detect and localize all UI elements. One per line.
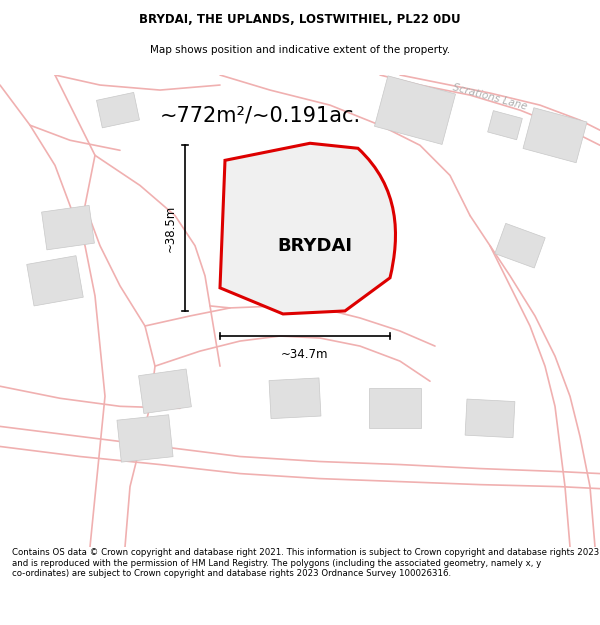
Text: Map shows position and indicative extent of the property.: Map shows position and indicative extent… <box>150 44 450 54</box>
Text: Contains OS data © Crown copyright and database right 2021. This information is : Contains OS data © Crown copyright and d… <box>12 548 599 578</box>
Text: BRYDAI: BRYDAI <box>277 237 353 254</box>
Polygon shape <box>41 206 94 250</box>
Polygon shape <box>117 415 173 462</box>
Text: Scrations Lane: Scrations Lane <box>452 82 529 112</box>
Text: BRYDAI, THE UPLANDS, LOSTWITHIEL, PL22 0DU: BRYDAI, THE UPLANDS, LOSTWITHIEL, PL22 0… <box>139 13 461 26</box>
Polygon shape <box>488 111 523 140</box>
Polygon shape <box>523 107 587 162</box>
Text: ~772m²/~0.191ac.: ~772m²/~0.191ac. <box>160 105 361 125</box>
Text: ~38.5m: ~38.5m <box>164 204 177 252</box>
Text: ~34.7m: ~34.7m <box>281 348 329 361</box>
Polygon shape <box>495 223 545 268</box>
Polygon shape <box>97 92 139 128</box>
Polygon shape <box>269 378 321 419</box>
Polygon shape <box>254 198 376 303</box>
PathPatch shape <box>220 143 395 314</box>
Polygon shape <box>465 399 515 437</box>
Polygon shape <box>139 369 191 414</box>
Polygon shape <box>27 256 83 306</box>
Polygon shape <box>369 388 421 428</box>
Polygon shape <box>374 76 455 144</box>
